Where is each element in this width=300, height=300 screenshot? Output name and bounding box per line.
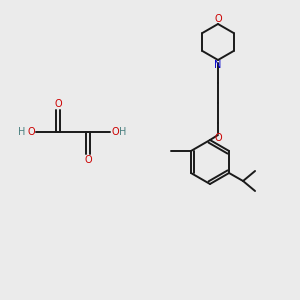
Text: O: O bbox=[54, 99, 62, 109]
Text: O: O bbox=[214, 14, 222, 24]
Text: H: H bbox=[119, 127, 127, 137]
Text: O: O bbox=[84, 155, 92, 165]
Text: O: O bbox=[27, 127, 35, 137]
Text: O: O bbox=[214, 133, 222, 143]
Text: O: O bbox=[111, 127, 119, 137]
Text: N: N bbox=[214, 60, 222, 70]
Text: H: H bbox=[18, 127, 26, 137]
